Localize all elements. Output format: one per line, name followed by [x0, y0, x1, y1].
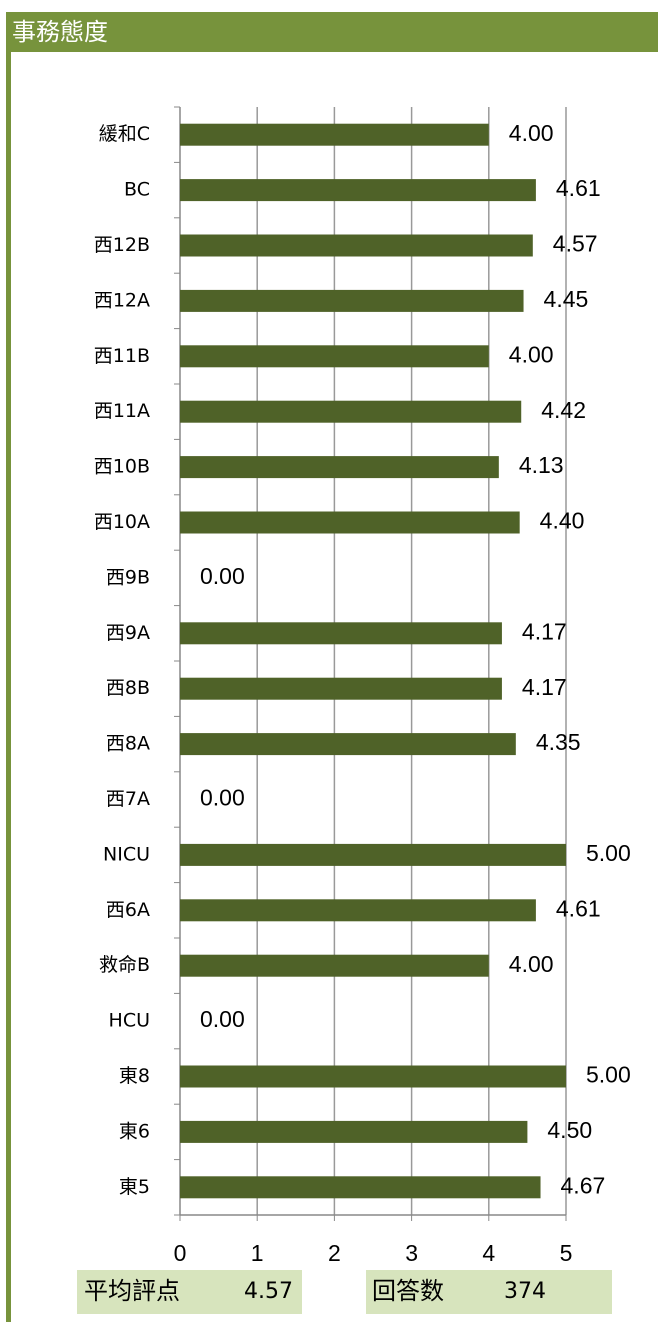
bar — [180, 345, 489, 368]
header-title: 事務態度 — [12, 18, 108, 46]
x-tick-label: 2 — [328, 1240, 341, 1266]
y-tick-label: 西9B — [106, 566, 150, 588]
y-tick-label: 西10A — [94, 511, 150, 533]
y-tick-label: 西7A — [106, 788, 150, 810]
average-label: 平均評点 — [84, 1277, 180, 1305]
data-label: 4.50 — [547, 1117, 592, 1143]
y-tick-label: 西8A — [106, 733, 150, 755]
data-label: 4.40 — [540, 508, 585, 534]
data-label: 4.42 — [541, 397, 586, 423]
data-label: 4.35 — [536, 729, 581, 755]
data-label: 4.00 — [509, 341, 554, 367]
count-label: 回答数 — [372, 1277, 444, 1305]
y-tick-label: 西12B — [94, 234, 150, 256]
y-tick-label: BC — [124, 179, 150, 201]
bar — [180, 511, 520, 534]
x-tick-label: 0 — [174, 1240, 187, 1266]
y-tick-label: 西11B — [94, 345, 150, 367]
data-label: 4.67 — [561, 1172, 606, 1198]
y-tick-label: 東8 — [119, 1065, 150, 1087]
y-tick-label: 西6A — [106, 899, 150, 921]
bar — [180, 954, 489, 977]
count-box — [366, 1270, 612, 1314]
y-tick-label: 西10B — [94, 456, 150, 478]
y-tick-label: 西8B — [106, 677, 150, 699]
y-tick-label: HCU — [109, 1010, 150, 1032]
bar — [180, 234, 533, 257]
data-label: 4.17 — [522, 618, 567, 644]
data-label: 0.00 — [200, 1006, 245, 1032]
data-label: 4.57 — [553, 231, 598, 257]
data-label: 4.17 — [522, 674, 567, 700]
bar — [180, 1120, 528, 1143]
data-label: 0.00 — [200, 563, 245, 589]
bar — [180, 677, 502, 700]
bar — [180, 733, 516, 756]
data-label: 4.61 — [556, 895, 601, 921]
y-tick-label: 緩和C — [99, 123, 150, 145]
x-tick-label: 5 — [560, 1240, 573, 1266]
bar — [180, 179, 536, 202]
data-label: 4.61 — [556, 175, 601, 201]
count-value: 374 — [504, 1279, 546, 1304]
bar — [180, 289, 524, 312]
x-tick-label: 1 — [251, 1240, 264, 1266]
data-label: 5.00 — [586, 840, 631, 866]
y-tick-label: 東6 — [119, 1120, 150, 1142]
bar — [180, 843, 566, 866]
bar — [180, 1065, 566, 1088]
data-label: 4.00 — [509, 951, 554, 977]
data-label: 4.00 — [509, 120, 554, 146]
data-label: 0.00 — [200, 785, 245, 811]
left-border — [6, 52, 11, 1322]
y-tick-label: 東5 — [119, 1176, 150, 1198]
data-label: 5.00 — [586, 1062, 631, 1088]
bar — [180, 400, 522, 423]
x-tick-label: 4 — [482, 1240, 495, 1266]
bar — [180, 899, 536, 922]
bar — [180, 456, 499, 479]
average-box — [77, 1270, 302, 1314]
bar — [180, 123, 489, 146]
y-tick-label: 西12A — [94, 289, 150, 311]
header-band — [6, 12, 658, 52]
bar — [180, 1176, 541, 1199]
average-value: 4.57 — [244, 1279, 293, 1304]
data-label: 4.45 — [544, 286, 589, 312]
x-tick-label: 3 — [405, 1240, 418, 1266]
data-label: 4.13 — [519, 452, 564, 478]
y-tick-label: NICU — [103, 843, 150, 865]
y-tick-label: 西11A — [94, 400, 150, 422]
y-tick-label: 西9A — [106, 622, 150, 644]
y-tick-label: 救命B — [99, 954, 150, 976]
bar — [180, 622, 502, 645]
